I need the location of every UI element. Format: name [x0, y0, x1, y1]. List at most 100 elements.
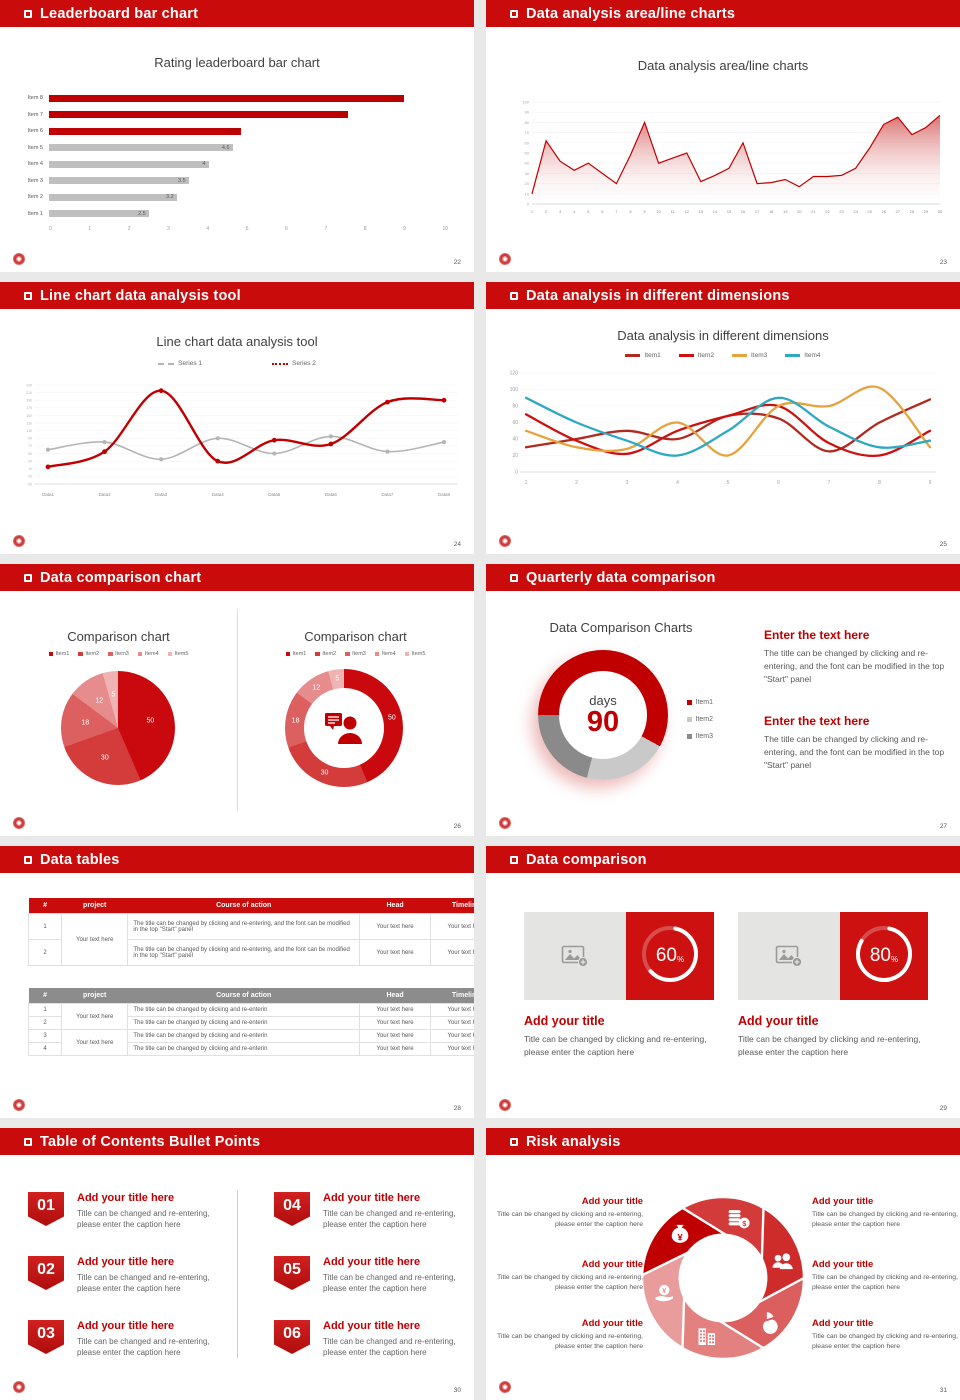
- page-number: 26: [453, 823, 461, 830]
- page-number: 28: [453, 1105, 461, 1112]
- slide-header: Line chart data analysis tool: [0, 282, 474, 309]
- block-body: The title can be changed by clicking and…: [764, 734, 945, 771]
- svg-text:2: 2: [545, 209, 548, 214]
- chart-title: Comparison chart: [67, 629, 170, 644]
- legend-item: Item4: [137, 651, 159, 657]
- pie-chart: 50 30 18 12 5: [61, 671, 175, 785]
- text-block: Enter the text here The title can be cha…: [764, 628, 946, 687]
- svg-text:26: 26: [881, 209, 886, 214]
- slide-quarterly[interactable]: Quarterly data comparison Data Compariso…: [486, 564, 960, 836]
- toc-number-badge: 05: [274, 1256, 310, 1290]
- risk-caption: Title can be changed by clicking and re-…: [812, 1333, 958, 1350]
- slice-value-label: 18: [291, 717, 300, 725]
- svg-text:12: 12: [685, 209, 690, 214]
- table-row: 3 Your text here The title can be change…: [27, 1029, 474, 1056]
- page-number: 29: [939, 1105, 947, 1112]
- legend-item: Item1: [687, 699, 713, 706]
- comparison-card: 80% Add your title Title can be changed …: [738, 912, 928, 1059]
- svg-text:5: 5: [727, 480, 730, 486]
- toc-item[interactable]: 02 Add your title here Title can be chang…: [28, 1256, 229, 1294]
- risk-title: Add your title: [581, 1318, 643, 1329]
- legend-item: Item3: [732, 352, 767, 359]
- svg-text:60: 60: [512, 420, 518, 426]
- legend-item: Item5: [404, 651, 425, 657]
- school-seal-logo: [13, 817, 25, 829]
- bullet-square-icon: [510, 855, 518, 864]
- page-number: 27: [939, 823, 947, 830]
- toc-title: Add your title here: [323, 1256, 421, 1268]
- legend-series2: Series 2: [272, 360, 316, 367]
- table-row: 1 Your text here The title can be change…: [27, 1003, 474, 1030]
- slide-header-title: Risk analysis: [526, 1133, 621, 1150]
- progress-ring-card: 60%: [626, 912, 714, 1000]
- donut-hole: [304, 688, 384, 768]
- slide-area-chart[interactable]: Data analysis area/line charts Data anal…: [486, 0, 960, 272]
- slide-comparison[interactable]: Data comparison chart Comparison chart I…: [0, 564, 474, 836]
- svg-text:80: 80: [512, 404, 518, 410]
- page-number: 30: [453, 1387, 461, 1394]
- slide-toc[interactable]: Table of Contents Bullet Points 01 Add y…: [0, 1128, 474, 1400]
- slide-header: Data comparison chart: [0, 564, 474, 591]
- toc-item[interactable]: 03 Add your title here Title can be chang…: [28, 1320, 229, 1358]
- slide-risk[interactable]: Risk analysis ¥ $ ¥ Add your title Title ca…: [486, 1128, 960, 1400]
- svg-text:-30: -30: [27, 482, 32, 486]
- slide-header: Quarterly data comparison: [486, 564, 960, 591]
- progress-value: 80%: [869, 945, 899, 966]
- risk-caption: Title can be changed by clicking and re-…: [497, 1211, 643, 1228]
- toc-caption: Title can be changed and re-entering, pl…: [77, 1337, 210, 1358]
- slide-header-title: Data analysis area/line charts: [526, 5, 736, 22]
- hand-coin-icon: ¥: [655, 1284, 674, 1302]
- svg-text:110: 110: [26, 429, 32, 433]
- toc-caption: Title can be changed and re-entering, pl…: [323, 1337, 456, 1358]
- multi-line-chart: 0 20 40 60 80 100 120 1 2 3 4 5 6 7 8 9: [510, 371, 936, 486]
- col-header: Course of action: [127, 988, 360, 1004]
- slide-tables[interactable]: Data tables # project Course of action H…: [0, 846, 474, 1118]
- svg-text:6: 6: [601, 209, 604, 214]
- legend-item: Item4: [785, 352, 821, 359]
- donut-legend: Item1 Item2 Item3 Item4 Item5: [237, 651, 474, 657]
- slide-datacomp[interactable]: Data comparison 60%: [486, 846, 960, 1118]
- school-seal-logo: [13, 1099, 25, 1111]
- toc-item[interactable]: 05 Add your title here Title can be chang…: [274, 1256, 474, 1294]
- svg-text:Data5: Data5: [268, 492, 281, 497]
- svg-text:10: 10: [656, 209, 661, 214]
- svg-text:5: 5: [587, 209, 590, 214]
- svg-text:130: 130: [26, 421, 32, 425]
- legend-item: Item2: [678, 352, 714, 359]
- chart-title: Line chart data analysis tool: [156, 334, 318, 349]
- toc-divider: [237, 1190, 238, 1358]
- svg-text:100: 100: [522, 100, 529, 105]
- bar-row: Item 5 4.6: [8, 140, 448, 157]
- page-number: 25: [939, 541, 947, 548]
- svg-text:10: 10: [28, 467, 32, 471]
- svg-text:19: 19: [783, 209, 788, 214]
- slide-dimensions[interactable]: Data analysis in different dimensions Da…: [486, 282, 960, 554]
- pie-panel: Comparison chart Item1 Item2 Item3 Item4 Ite…: [0, 591, 237, 836]
- bullet-square-icon: [510, 291, 518, 300]
- school-seal-logo: [499, 1099, 511, 1111]
- dotted-line-marker: [272, 362, 288, 365]
- slide-line-chart[interactable]: Line chart data analysis tool Line chart…: [0, 282, 474, 554]
- days-label: days: [589, 693, 617, 708]
- risk-title: Add your title: [812, 1196, 874, 1207]
- toc-number-badge: 03: [28, 1320, 64, 1354]
- donut-chart: 50 30 18 12 5: [285, 669, 403, 787]
- risk-block: Add your title Title can be changed by cl…: [812, 1318, 958, 1352]
- svg-text:Data7: Data7: [381, 492, 394, 497]
- svg-text:4: 4: [573, 209, 576, 214]
- money-bag-icon: ¥: [671, 1224, 689, 1243]
- add-image-icon: [561, 945, 589, 968]
- card-title: Add your title: [524, 1014, 605, 1028]
- svg-text:-10: -10: [27, 475, 32, 479]
- block-body: The title can be changed by clicking and…: [764, 648, 945, 685]
- slide-leaderboard[interactable]: Leaderboard bar chart Rating leaderboard…: [0, 0, 474, 272]
- slide-header-title: Leaderboard bar chart: [40, 5, 199, 22]
- toc-item[interactable]: 04 Add your title here Title can be chang…: [274, 1192, 474, 1230]
- svg-text:11: 11: [671, 209, 676, 214]
- svg-text:40: 40: [525, 161, 530, 166]
- toc-item[interactable]: 01 Add your title here Title can be chang…: [28, 1192, 229, 1230]
- toc-item[interactable]: 06 Add your title here Title can be chang…: [274, 1320, 474, 1358]
- svg-text:210: 210: [26, 391, 32, 395]
